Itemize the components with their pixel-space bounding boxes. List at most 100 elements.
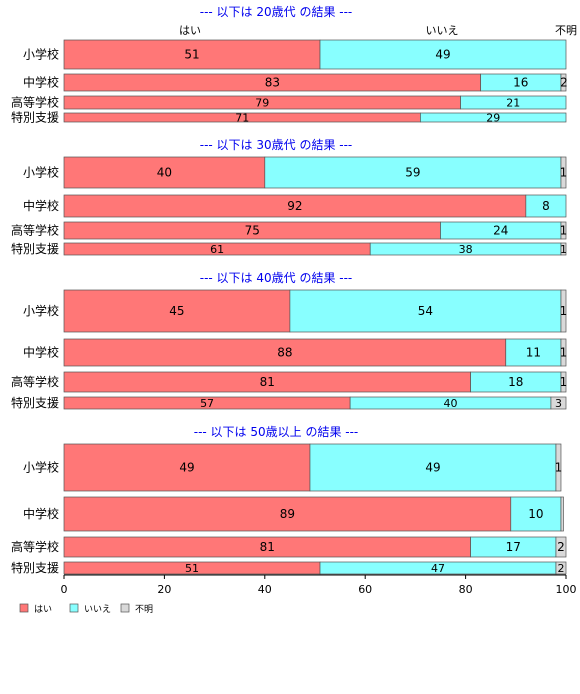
- top-label-yes: はい: [179, 24, 201, 37]
- category-label-3-3: 高等学校: [11, 374, 59, 389]
- value-label-no-3-4: 40: [444, 397, 458, 410]
- bar-unknown-4-2: [560, 496, 564, 532]
- value-label-yes-3-4: 57: [200, 397, 214, 410]
- bar-yes-2-1: [63, 156, 266, 189]
- bar-unknown-1-2: [560, 73, 567, 92]
- category-label-1-1: 小学校: [23, 47, 59, 62]
- category-label-2-3: 高等学校: [11, 223, 59, 238]
- bar-yes-3-1: [63, 289, 291, 333]
- category-label-4-2: 中学校: [23, 506, 59, 521]
- bar-yes-4-1: [63, 443, 311, 492]
- value-label-yes-2-3: 75: [245, 224, 260, 238]
- value-label-unknown-3-4: 3: [555, 397, 562, 410]
- legend-unknown-label: 不明: [135, 604, 153, 615]
- category-label-3-1: 小学校: [23, 303, 59, 318]
- value-label-no-3-2: 11: [526, 346, 541, 360]
- bar-unknown-2-4: [560, 242, 567, 256]
- legend-yes-label: はい: [34, 604, 52, 615]
- value-label-unknown-4-4: 2: [557, 562, 564, 575]
- category-label-3-2: 中学校: [23, 345, 59, 360]
- value-label-unknown-2-3: 1: [560, 224, 568, 238]
- bar-no-1-3: [460, 95, 567, 110]
- bar-no-1-1: [319, 39, 567, 70]
- bar-unknown-3-3: [560, 371, 567, 393]
- x-tick-label-100: 100: [556, 583, 577, 596]
- bar-no-4-2: [510, 496, 562, 532]
- x-tick-label-40: 40: [258, 583, 272, 596]
- panel-title-2: --- 以下は 30歳代 の結果 ---: [200, 138, 353, 152]
- top-label-no: いいえ: [426, 24, 459, 37]
- value-label-unknown-3-3: 1: [560, 375, 568, 389]
- x-tick-label-0: 0: [61, 583, 68, 596]
- bar-unknown-2-3: [560, 221, 567, 240]
- value-label-yes-1-2: 83: [265, 76, 280, 90]
- value-label-no-2-2: 8: [542, 199, 550, 213]
- value-label-yes-3-2: 88: [277, 346, 292, 360]
- bar-no-2-2: [525, 194, 567, 218]
- category-label-3-4: 特別支援: [11, 395, 59, 410]
- x-tick-label-20: 20: [157, 583, 171, 596]
- value-label-no-2-4: 38: [459, 243, 473, 256]
- value-label-yes-4-3: 81: [260, 540, 275, 554]
- value-label-unknown-3-1: 1: [560, 304, 568, 318]
- value-label-yes-2-4: 61: [210, 243, 224, 256]
- value-label-no-3-1: 54: [418, 304, 433, 318]
- value-label-yes-3-3: 81: [260, 375, 275, 389]
- value-label-no-4-3: 17: [506, 540, 521, 554]
- value-label-yes-4-2: 89: [280, 507, 295, 521]
- panel-title-1: --- 以下は 20歳代 の結果 ---: [200, 5, 353, 19]
- value-label-yes-4-1: 49: [179, 461, 194, 475]
- category-label-1-3: 高等学校: [11, 95, 59, 110]
- value-label-no-4-2: 10: [528, 507, 543, 521]
- value-label-yes-1-1: 51: [184, 48, 199, 62]
- legend-no-label: いいえ: [84, 604, 111, 615]
- bar-yes-4-2: [63, 496, 512, 532]
- category-label-1-4: 特別支援: [11, 110, 59, 125]
- bar-yes-1-1: [63, 39, 321, 70]
- value-label-no-1-4: 29: [486, 112, 500, 125]
- bar-no-1-4: [420, 112, 567, 123]
- category-label-2-4: 特別支援: [11, 241, 59, 256]
- value-label-unknown-2-4: 1: [560, 243, 567, 256]
- category-label-2-2: 中学校: [23, 198, 59, 213]
- value-label-unknown-4-1: 1: [555, 461, 563, 475]
- value-label-yes-4-4: 51: [185, 562, 199, 575]
- value-label-no-1-2: 16: [513, 76, 528, 90]
- category-label-2-1: 小学校: [23, 165, 59, 180]
- value-label-yes-2-1: 40: [157, 166, 172, 180]
- value-label-no-4-1: 49: [425, 461, 440, 475]
- value-label-unknown-2-1: 1: [560, 166, 568, 180]
- value-label-no-1-3: 21: [506, 97, 520, 110]
- value-label-unknown-1-2: 2: [560, 76, 568, 90]
- bar-unknown-3-1: [560, 289, 567, 333]
- category-label-1-2: 中学校: [23, 75, 59, 90]
- value-label-yes-1-4: 71: [235, 112, 249, 125]
- legend-no-swatch: [69, 603, 79, 613]
- value-label-yes-2-2: 92: [287, 199, 302, 213]
- bar-unknown-2-1: [560, 156, 567, 189]
- panel-title-3: --- 以下は 40歳代 の結果 ---: [200, 271, 353, 285]
- bar-no-4-1: [309, 443, 557, 492]
- panel-title-4: --- 以下は 50歳以上 の結果 ---: [194, 425, 359, 439]
- bar-no-3-2: [505, 338, 562, 367]
- value-label-yes-1-3: 79: [255, 97, 269, 110]
- value-label-no-3-3: 18: [508, 375, 523, 389]
- top-label-unknown: 不明: [555, 24, 577, 37]
- value-label-no-4-4: 47: [431, 562, 445, 575]
- value-label-unknown-4-3: 2: [557, 540, 565, 554]
- legend-yes-swatch: [19, 603, 29, 613]
- bar-unknown-4-1: [555, 443, 562, 492]
- category-label-4-4: 特別支援: [11, 560, 59, 575]
- value-label-yes-3-1: 45: [169, 304, 184, 318]
- category-label-4-3: 高等学校: [11, 539, 59, 554]
- value-label-unknown-3-2: 1: [560, 346, 568, 360]
- value-label-no-2-1: 59: [405, 166, 420, 180]
- legend-unknown-swatch: [120, 603, 130, 613]
- bar-unknown-4-4: [555, 561, 567, 575]
- bar-unknown-3-4: [550, 396, 567, 410]
- bar-unknown-4-3: [555, 536, 567, 558]
- x-tick-label-60: 60: [358, 583, 372, 596]
- value-label-no-1-1: 49: [435, 48, 450, 62]
- x-tick-label-80: 80: [459, 583, 473, 596]
